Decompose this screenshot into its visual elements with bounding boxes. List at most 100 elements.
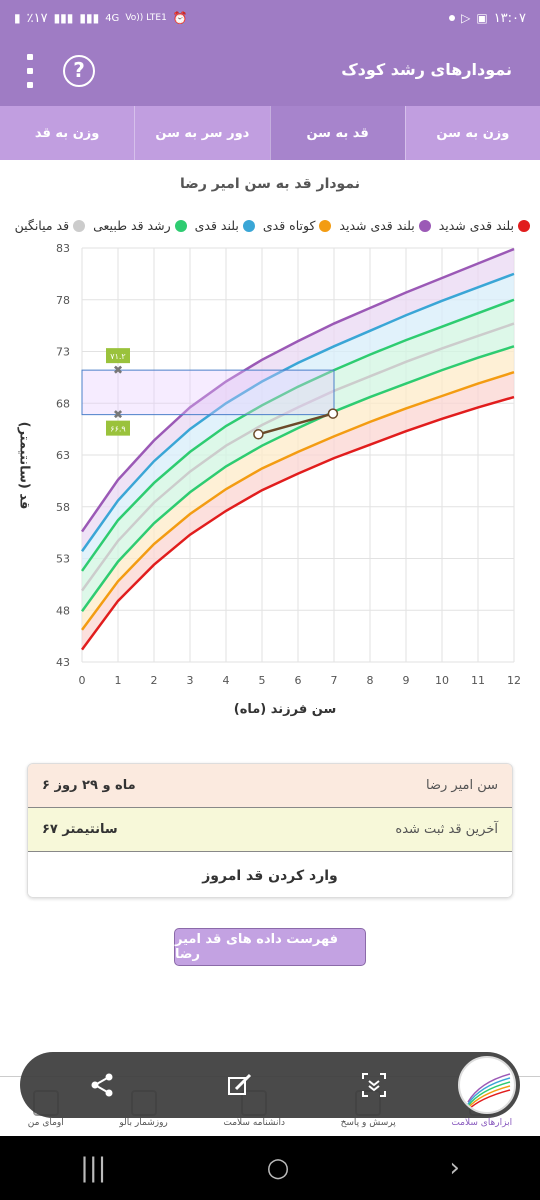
x-tick-label: 10 bbox=[435, 674, 449, 687]
growth-chart[interactable]: 0 1 2 3 4 5 6 7 8 9 10 11 12434853586368737883✖۷۱.۲✖… bbox=[0, 238, 540, 698]
legend-dot-icon bbox=[174, 219, 187, 232]
last-height-label: آخرین قد ثبت شده bbox=[395, 822, 498, 837]
y-axis-title: قد (سانتیمتر) bbox=[16, 421, 32, 510]
x-tick-label: 4 bbox=[223, 674, 230, 687]
clock-time: ۱۳:۰۷ bbox=[493, 10, 526, 26]
nav-label: اومای من bbox=[27, 1118, 64, 1128]
chart-band bbox=[82, 249, 514, 552]
status-right: ▷ ▣ ۱۳:۰۷ bbox=[449, 11, 526, 26]
series-line bbox=[80, 298, 515, 572]
legend-item[interactable]: بلند قدی شدید bbox=[339, 218, 431, 233]
legend-item[interactable]: کوتاه قدی bbox=[263, 218, 332, 233]
legend-item[interactable]: قد میانگین bbox=[14, 218, 86, 233]
series-line bbox=[80, 345, 515, 613]
share-icon[interactable] bbox=[88, 1071, 116, 1099]
range-label: ۷۱.۲ bbox=[110, 352, 125, 361]
status-bar: ▮ ٪۱۷ ▮▮▮ ▮▮▮ 4G Vo)) LTE1 ⏰ ▷ ▣ ۱۳:۰۷ bbox=[0, 0, 540, 36]
legend-dot-icon bbox=[418, 219, 431, 232]
back-icon[interactable]: › bbox=[449, 1153, 460, 1183]
notification-dot-icon bbox=[449, 15, 456, 21]
legend-item[interactable]: بلند قدی شدید bbox=[439, 218, 530, 233]
series-line bbox=[80, 395, 515, 651]
x-tick-label: 9 bbox=[403, 674, 410, 687]
legend-dot-icon bbox=[319, 219, 332, 232]
help-icon[interactable]: ? bbox=[63, 55, 95, 87]
x-tick-label: 8 bbox=[367, 674, 374, 687]
nav-label: روزشمار بالو bbox=[119, 1118, 168, 1128]
overflow-menu-icon[interactable] bbox=[26, 54, 34, 88]
legend-label: بلند قدی شدید bbox=[438, 218, 514, 233]
x-tick-label: 6 bbox=[295, 674, 302, 687]
enter-today-height-button[interactable]: وارد کردن قد امروز bbox=[28, 852, 512, 897]
tab-1[interactable]: قد به سن bbox=[269, 106, 405, 160]
signal-icon-2: ▮▮▮ bbox=[79, 11, 100, 25]
x-tick-label: 7 bbox=[331, 674, 338, 687]
chart-band bbox=[82, 273, 514, 571]
legend-item[interactable]: رشد قد طبیعی bbox=[93, 218, 187, 233]
chart-band bbox=[82, 346, 514, 630]
y-tick-label: 63 bbox=[56, 449, 70, 462]
x-axis-title: سن فرزند (ماه) bbox=[233, 702, 337, 717]
legend-label: کوتاه قدی bbox=[262, 218, 316, 233]
tab-2[interactable]: دور سر به سن bbox=[134, 106, 269, 160]
x-tick-label: 11 bbox=[471, 674, 485, 687]
series-line bbox=[80, 272, 515, 552]
age-row: ۶ ماه و ۲۹ روز سن امیر رضا bbox=[28, 764, 512, 808]
nav-label: پرسش و پاسخ bbox=[340, 1118, 396, 1128]
child-data-point bbox=[327, 408, 339, 419]
recent-apps-icon[interactable]: ||| bbox=[80, 1153, 107, 1183]
legend-label: قد میانگین bbox=[14, 218, 70, 233]
y-tick-label: 48 bbox=[56, 604, 70, 617]
height-list-button[interactable]: فهرست داده های قد امیر رضا bbox=[174, 928, 366, 966]
legend-dot-icon bbox=[242, 219, 255, 232]
x-tick-label: 3 bbox=[187, 674, 194, 687]
y-tick-label: 78 bbox=[56, 294, 70, 307]
series-line bbox=[80, 371, 515, 631]
chart-title: نمودار قد به سن امیر رضا bbox=[180, 176, 360, 192]
battery-icon: ▮ bbox=[14, 11, 21, 25]
floating-toolbar bbox=[20, 1052, 520, 1118]
chart-legend: بلند قدی شدید بلند قدی شدید کوتاه قدی بلند … bbox=[10, 218, 530, 233]
gallery-icon: ▣ bbox=[476, 11, 488, 25]
chart-band bbox=[82, 323, 514, 612]
volte-label: Vo)) LTE1 bbox=[125, 13, 167, 23]
y-tick-label: 43 bbox=[56, 656, 70, 669]
x-tick-label: 5 bbox=[259, 674, 266, 687]
legend-label: رشد قد طبیعی bbox=[93, 218, 171, 233]
tab-3[interactable]: وزن به قد bbox=[34, 125, 100, 141]
legend-dot-icon bbox=[73, 219, 86, 232]
signal-icon: ▮▮▮ bbox=[53, 11, 74, 25]
edit-icon[interactable] bbox=[226, 1071, 254, 1099]
tab-0[interactable]: وزن به سن bbox=[404, 106, 540, 160]
nav-label: ابزارهای سلامت bbox=[451, 1118, 513, 1128]
battery-level: ٪۱۷ bbox=[26, 10, 48, 26]
range-label-bg bbox=[106, 348, 130, 364]
y-tick-label: 68 bbox=[56, 397, 70, 410]
range-label-bg bbox=[106, 420, 130, 436]
last-height-value: ۶۷ سانتیمتر bbox=[42, 822, 118, 837]
scroll-capture-icon[interactable] bbox=[360, 1071, 388, 1099]
nav-label: دانشنامه سلامت bbox=[223, 1118, 285, 1128]
legend-label: بلند قدی شدید bbox=[339, 218, 415, 233]
play-store-icon: ▷ bbox=[461, 11, 471, 25]
legend-dot-icon bbox=[518, 219, 530, 232]
x-tick-label: 1 bbox=[115, 674, 122, 687]
age-label: سن امیر رضا bbox=[425, 778, 498, 793]
page-title: نمودارهای رشد کودک bbox=[341, 60, 512, 79]
range-marker-icon: ✖ bbox=[113, 363, 123, 377]
chart-band bbox=[82, 299, 514, 591]
series-line bbox=[80, 322, 515, 592]
x-tick-label: 2 bbox=[151, 674, 158, 687]
child-growth-line bbox=[258, 412, 334, 436]
screenshot-thumbnail[interactable] bbox=[458, 1056, 516, 1114]
range-band bbox=[81, 369, 335, 416]
x-tick-label: 12 bbox=[507, 674, 521, 687]
home-icon[interactable]: ○ bbox=[266, 1153, 290, 1183]
legend-item[interactable]: بلند قدی bbox=[195, 218, 255, 233]
range-label: ۶۶.۹ bbox=[110, 425, 125, 434]
app-bar: ? نمودارهای رشد کودک bbox=[0, 36, 540, 106]
system-nav-bar: ||| ○ › bbox=[0, 1136, 540, 1200]
y-tick-label: 73 bbox=[56, 346, 70, 359]
chart-band bbox=[82, 372, 514, 650]
info-card: ۶ ماه و ۲۹ روز سن امیر رضا ۶۷ سانتیمتر آ… bbox=[27, 763, 513, 898]
